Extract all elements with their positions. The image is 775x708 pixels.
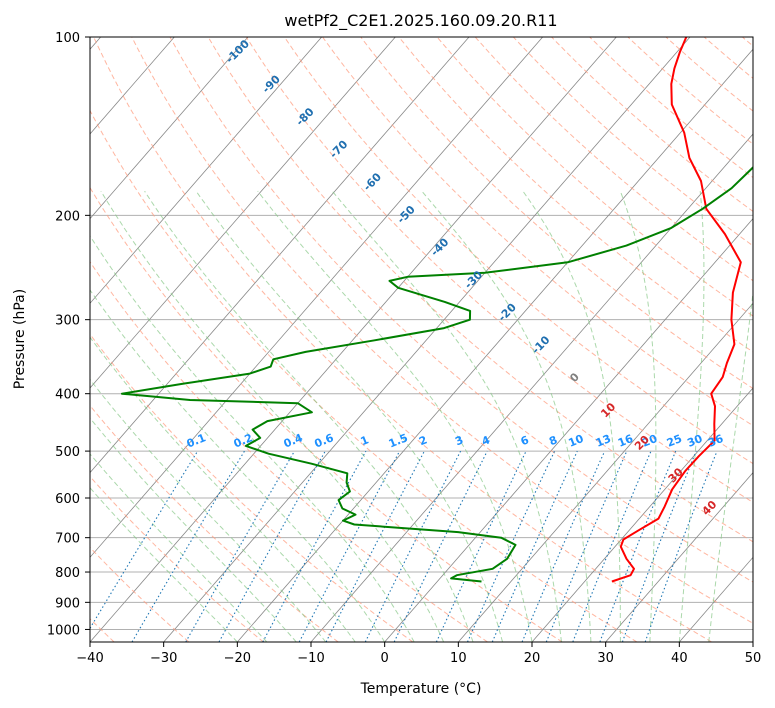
moist-adiabat-line [90,235,415,642]
moist-adiabat-line [619,190,657,642]
moist-adiabat-line [90,378,327,642]
x-axis-label: Temperature (°C) [360,681,482,697]
mixing-ratio-line [491,450,578,642]
mixing-ratio-line [521,450,606,642]
x-tick-label: 50 [745,651,762,666]
mixing-ratio-line [599,450,677,642]
isotherm-line [384,218,753,642]
moist-adiabat-line [90,289,386,642]
x-tick-label: −30 [150,651,177,666]
mixing-ratio-line [572,450,652,642]
mixing-ratio-line [545,450,628,642]
moist-adiabat-line [100,190,445,642]
isotherm-line [90,37,543,558]
y-tick-label: 200 [55,209,80,224]
mixing-ratio-label: 8 [547,433,559,448]
dewpoint-profile-line [120,166,753,583]
isotherm-line [531,387,753,642]
mixing-ratio-line [298,450,401,642]
axis-layer: −40 −30 −20 −10 0 10 20 30 40 50 100 200 300 400 500 60… [47,31,761,666]
dry-adiabat-line [169,37,753,583]
mixing-ratio-label: 13 [594,432,613,450]
series-layer [120,37,753,583]
dry-adiabat-line [360,37,753,390]
mixing-ratio-line [262,450,367,642]
y-tick-label: 900 [55,596,80,611]
mixing-ratio-line [218,450,326,642]
isotherm-line [90,37,470,474]
plot-frame [89,36,754,643]
y-axis-label: Pressure (hPa) [12,289,28,389]
dry-adiabat-line [474,37,753,282]
moist-adiabat-line [257,190,533,642]
x-tick-label: 30 [597,651,614,666]
dry-adiabat-line [90,333,414,642]
moist-adiabat-line [144,190,474,642]
isotherm-line [163,37,691,642]
isotherm-line [90,37,322,304]
y-tick-label: 100 [55,31,80,46]
moist-adiabat-line [421,190,592,642]
mixing-ratio-label: 10 [566,432,585,450]
dry-adiabat-line [90,109,638,642]
x-tick-label: 0 [381,651,389,666]
moist-adiabat-line [331,190,562,642]
y-tick-label: 1000 [47,623,80,638]
x-tick-label: −40 [76,651,103,666]
dry-adiabat-line [284,37,753,465]
dry-adiabat-line [551,37,753,213]
x-tick-label: −20 [224,651,251,666]
mixing-ratio-line [621,450,697,642]
mixing-ratio-label: 30 [685,432,704,450]
dry-adiabat-line [90,260,488,642]
x-tick-label: −10 [297,651,324,666]
mixing-ratio-line [90,450,199,630]
dry-adiabat-line [207,37,753,543]
mixing-ratio-label: 25 [665,432,684,450]
isotherm-line [237,48,753,642]
isotherm-line [458,302,753,642]
moist-adiabat-line [708,288,753,642]
moist-adiabat-line [678,191,705,642]
mixing-ratio-line [364,450,462,642]
y-tick-label: 700 [55,532,80,547]
temperature-profile-line [611,37,742,583]
grid-layer [90,37,753,642]
x-tick-label: 20 [524,651,541,666]
moist-adiabat-line [90,336,356,642]
mixing-ratio-label: 36 [706,432,725,450]
mixing-ratio-label: 1 [359,433,371,448]
dry-adiabat-line [131,37,753,624]
mixing-ratio-label: 3 [453,433,465,448]
y-tick-label: 400 [55,388,80,403]
chart-title: wetPf2_C2E1.2025.160.09.20.R11 [284,11,557,31]
moist-adiabat-line [522,190,621,642]
dry-adiabat-line [90,186,563,642]
y-tick-label: 600 [55,492,80,507]
dry-adiabat-line [93,37,712,642]
isotherm-line [90,37,396,389]
mixing-ratio-label: 20 [640,432,659,450]
mixing-ratio-label: 16 [616,432,635,450]
moist-adiabat-line [90,453,268,642]
y-tick-label: 800 [55,566,80,581]
x-tick-label: 10 [450,651,467,666]
y-tick-label: 500 [55,445,80,460]
isotherm-line [90,37,617,642]
dry-adiabat-line [627,37,753,145]
moist-adiabat-line [195,190,503,642]
mixing-ratio-line [644,450,718,642]
isotherm-line [90,37,249,220]
mixing-ratio-label: 2 [417,433,429,448]
isotherm-line [605,472,753,642]
y-tick-label: 300 [55,314,80,329]
dry-adiabat-line [245,37,753,503]
isotherm-line [752,641,753,642]
moist-adiabat-line [90,417,297,642]
x-tick-label: 40 [671,651,688,666]
